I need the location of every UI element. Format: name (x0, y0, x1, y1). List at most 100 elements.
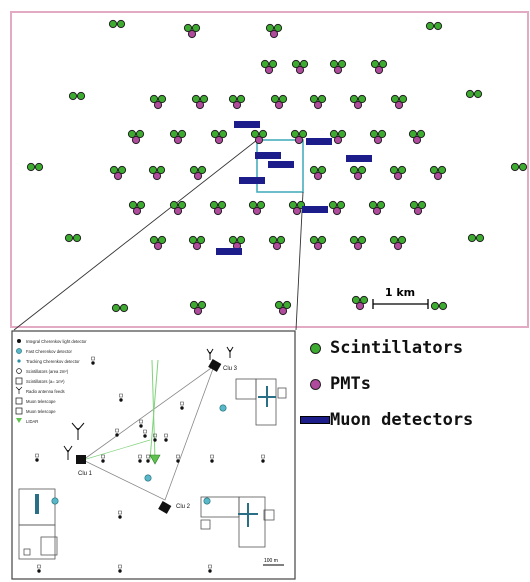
scintillator-marker (425, 21, 435, 31)
pmt-marker (272, 241, 282, 251)
scintillator-marker (26, 162, 36, 172)
pmt-marker (393, 241, 403, 251)
pmt-marker (412, 135, 422, 145)
pmt-marker (372, 206, 382, 216)
legend-label: Scintillators (330, 338, 464, 358)
pmt-marker (374, 65, 384, 75)
scintillator-marker (218, 129, 228, 139)
scintillator-marker (276, 235, 286, 245)
inset-station-marker (153, 438, 157, 442)
lidar-beam-3 (82, 439, 151, 461)
inset-legend-label: Fast Cherenkov detector (26, 349, 72, 354)
inset-panel: Integral Cherenkov light detector Fast Ch… (11, 330, 296, 580)
inset-legend-label: Integral Cherenkov light detector (26, 339, 87, 344)
inset-station-tag (146, 454, 150, 459)
scintillator-marker (273, 23, 283, 33)
scintillator-marker (127, 129, 137, 139)
scintillator-marker (397, 235, 407, 245)
inset-legend-label: LIDAR (26, 419, 38, 424)
inset-station-tag (180, 401, 184, 406)
legend-item-muon-detectors: Muon detectors (300, 402, 528, 438)
scintillator-marker (438, 301, 448, 311)
scintillator-marker (417, 200, 427, 210)
muon-detector-marker (216, 248, 242, 255)
scintillator-marker (465, 89, 475, 99)
scintillator-marker (34, 162, 44, 172)
pmt-marker (113, 171, 123, 181)
cluster-link-upper (82, 364, 215, 501)
pmt-marker (394, 100, 404, 110)
scintillator-marker (111, 303, 121, 313)
cluster-3-label: Clu 3 (223, 366, 238, 372)
scintillator-marker (169, 200, 179, 210)
scintillator-marker (191, 94, 201, 104)
inset-station-marker (115, 433, 119, 437)
pmt-marker (393, 171, 403, 181)
inset-station-marker (118, 569, 122, 573)
scintillator-marker (68, 91, 78, 101)
inset-station-tag (164, 433, 168, 438)
pmt-marker (333, 135, 343, 145)
pmt-marker (213, 206, 223, 216)
inset-legend-marker (15, 397, 23, 405)
scintillator-marker (337, 59, 347, 69)
scintillator-marker (433, 21, 443, 31)
pmt-marker (131, 135, 141, 145)
scintillator-marker (475, 233, 485, 243)
scintillator-marker (317, 94, 327, 104)
inset-station-marker (35, 458, 39, 462)
pmt-marker (278, 306, 288, 316)
inset-scale-label: 100 m (264, 558, 278, 564)
scintillator-marker (309, 165, 319, 175)
inset-station-marker (143, 434, 147, 438)
station-layer (26, 19, 528, 316)
legend-item-scintillators: Scintillators (300, 330, 528, 366)
scintillator-marker (467, 233, 477, 243)
scintillator-marker (136, 200, 146, 210)
inset-station-marker (180, 406, 184, 410)
inset-station-tag (139, 419, 143, 424)
pmt-marker (313, 241, 323, 251)
inset-station-marker (118, 515, 122, 519)
inset-legend-label: Radio antenna feeds (26, 389, 65, 394)
scintillator-marker (135, 129, 145, 139)
muon-detector-marker (255, 152, 281, 159)
inset-station-marker (139, 424, 143, 428)
array-map-frame (10, 11, 529, 328)
pmt-marker (292, 206, 302, 216)
pmt-marker (254, 135, 264, 145)
muon-detector-marker (268, 161, 294, 168)
scintillator-marker (236, 235, 246, 245)
muon-detector-marker (239, 177, 265, 184)
scintillator-marker (210, 129, 220, 139)
scintillator-marker (217, 200, 227, 210)
scintillator-marker (309, 235, 319, 245)
scintillator-marker (349, 235, 359, 245)
scintillator-marker (278, 94, 288, 104)
pmt-marker (295, 65, 305, 75)
inset-legend-marker (16, 418, 22, 423)
scintillator-marker (258, 129, 268, 139)
scintillator-marker (156, 165, 166, 175)
inset-legend-marker (16, 348, 22, 354)
inset-legend-marker (17, 359, 21, 363)
cluster-3-marker (208, 359, 222, 372)
muon-telescope-building-right-lower (200, 496, 275, 548)
pmt-marker (274, 100, 284, 110)
scintillator-marker (430, 301, 440, 311)
scintillator-marker (336, 200, 346, 210)
scintillator-marker (337, 129, 347, 139)
scintillator-marker (270, 94, 280, 104)
pmt-marker (173, 206, 183, 216)
inset-station-marker (210, 459, 214, 463)
scintillator-marker (317, 235, 327, 245)
scintillator-marker (149, 235, 159, 245)
scintillator-marker (510, 162, 520, 172)
pmt-marker (193, 171, 203, 181)
legend-label: Muon detectors (330, 410, 474, 430)
scintillator-marker (108, 19, 118, 29)
scintillator-marker (389, 235, 399, 245)
legend: Scintillators PMTs Muon detectors (300, 330, 528, 438)
scintillator-marker (518, 162, 528, 172)
